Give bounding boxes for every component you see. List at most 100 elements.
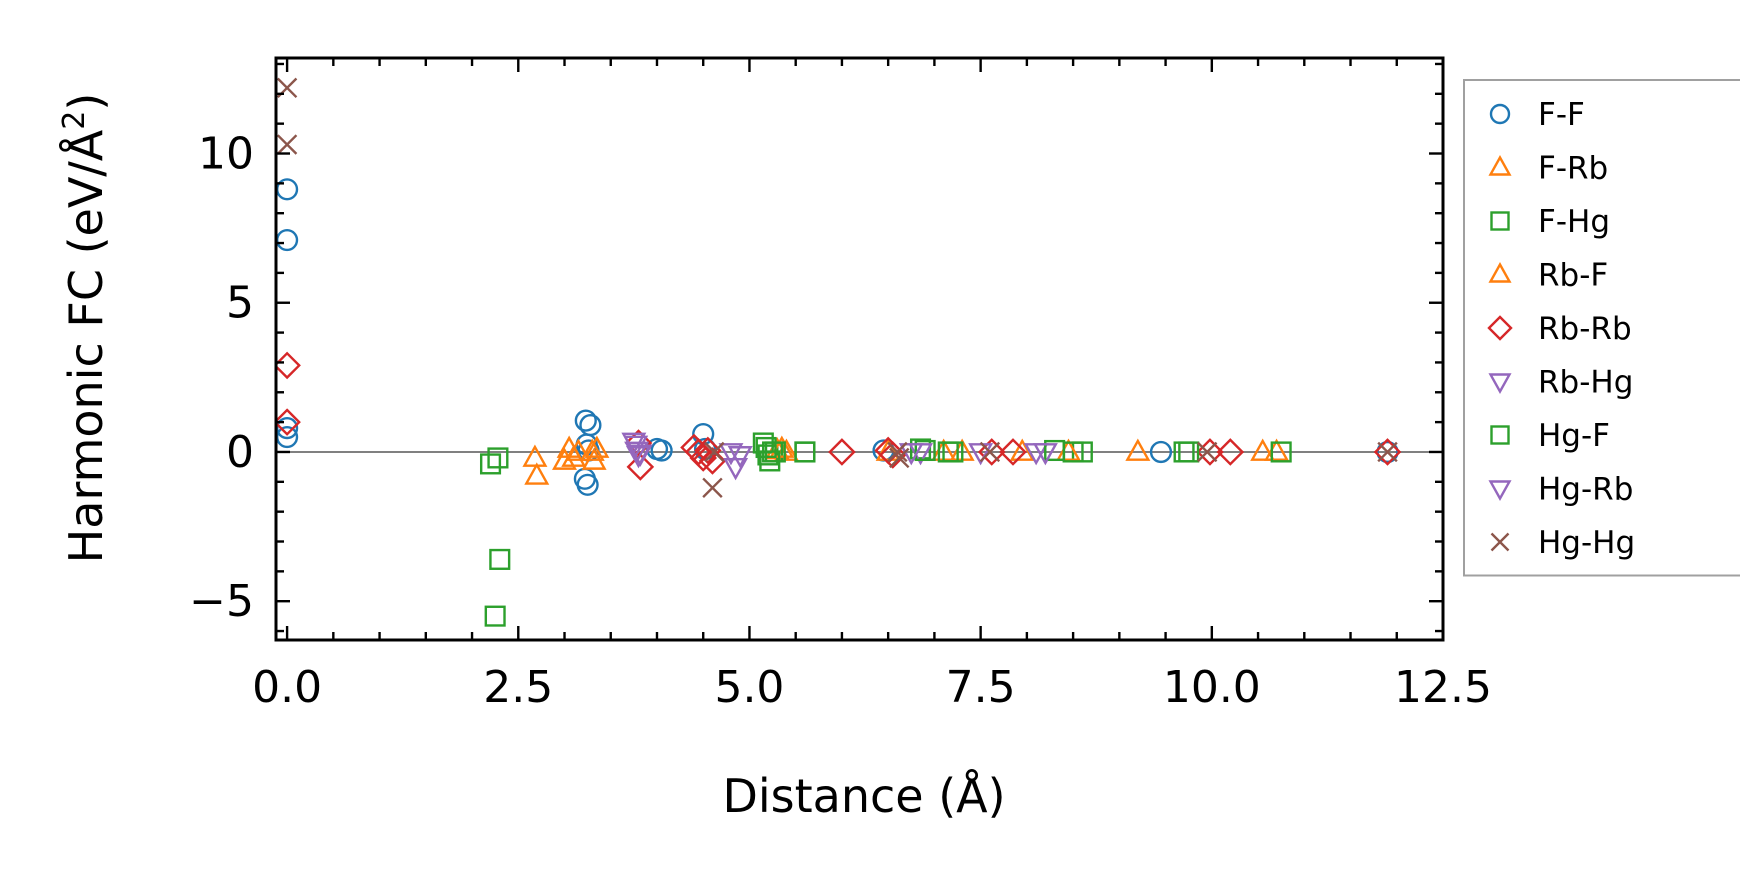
x-tick-label: 2.5 [483,662,553,713]
legend-marker [1490,532,1510,552]
data-point [565,438,591,461]
legend-label: Rb-Rb [1538,311,1632,347]
legend-marker [1488,155,1512,176]
legend-marker [1489,103,1511,125]
data-point [584,435,610,458]
x-tick-label: 10.0 [1163,662,1261,713]
legend-marker [1488,480,1512,501]
data-point [1125,438,1151,461]
y-tick-label: 5 [226,278,254,329]
data-point [942,441,964,463]
x-tick-label: 7.5 [946,662,1016,713]
data-point [479,453,502,475]
data-point [1149,440,1173,464]
data-point [828,438,856,466]
data-point [1032,443,1058,466]
data-point [276,134,298,155]
data-point [1377,441,1398,463]
data-point [1376,440,1399,464]
plot-area [276,58,1443,640]
legend-marker [1490,425,1510,445]
data-point [889,447,910,469]
legend-entry: Hg-Rb [1488,472,1633,508]
data-point [524,462,550,485]
data-point [977,438,1006,466]
data-point [579,438,605,461]
data-point [1373,438,1402,466]
y-axis-label-close: ) [59,93,113,111]
data-point [702,477,723,498]
x-tick-label: 0.0 [252,662,322,713]
legend-entry: Hg-F [1490,418,1610,454]
data-point [487,447,509,469]
data-point [887,441,908,463]
y-tick-label: 10 [198,129,254,180]
y-tick-label: 0 [226,427,254,478]
data-point [757,444,779,466]
data-point [626,453,655,481]
data-point [878,441,907,469]
legend-marker [1490,211,1510,231]
data-point [1216,438,1245,466]
legend-label: F-F [1538,97,1585,133]
legend-entry: Rb-Hg [1488,365,1633,401]
y-tick-label: −5 [189,576,254,627]
legend-entry: F-F [1489,97,1585,133]
data-point [1062,441,1084,463]
data-point [627,444,653,467]
legend-label: Rb-Hg [1538,365,1633,401]
y-axis-label-superscript: 2 [57,111,92,130]
data-point [1270,441,1292,463]
legend-entry: F-Rb [1488,151,1608,187]
data-point [727,446,753,469]
plot-background [276,58,1443,640]
x-tick-label: 12.5 [1394,662,1492,713]
data-point [764,441,786,463]
data-point [1009,438,1035,461]
axes: 0.0 2.5 5.0 7.5 10.0 12.5 −5 0 5 10 [189,56,1492,713]
legend-entry: F-Hg [1490,204,1610,240]
legend-label: Hg-Rb [1538,472,1633,508]
legend-marker [1488,373,1512,394]
data-point [794,441,816,463]
data-point [650,439,673,462]
data-points [276,77,1402,627]
legend-entry: Hg-Hg [1490,525,1635,561]
data-point [574,409,597,432]
legend-marker [1487,315,1513,341]
legend-marker [1488,262,1512,283]
legend-label: Hg-Hg [1538,525,1635,561]
y-axis-label: Harmonic FC (eV/Å2) [57,93,113,564]
data-point [489,548,511,570]
data-point [999,438,1027,466]
data-point [484,605,506,627]
legend-entry: Rb-F [1488,258,1608,294]
data-point [1178,441,1200,463]
data-point [1197,441,1218,463]
series-hg-f [755,436,1292,472]
data-point [694,436,722,465]
data-point [914,439,936,462]
data-point [704,441,725,463]
data-point [979,441,1001,463]
legend-label: F-Hg [1538,204,1610,240]
data-point [576,473,599,496]
x-tick-label: 5.0 [714,662,784,713]
legend-label: Hg-F [1538,418,1610,454]
y-axis-label-main: Harmonic FC (eV/Å [59,129,113,563]
series-rb-f [561,435,1290,467]
data-point [1250,438,1276,461]
legend-entry: Rb-Rb [1487,311,1632,347]
data-point [718,443,744,466]
x-axis-label: Distance (Å) [722,769,1005,823]
legend: F-F F-Rb F-Hg Rb-F Rb-Rb Rb-Hg Hg-F Hg-Rb Hg-Hg [1463,79,1740,577]
series-hg-hg [276,77,1398,498]
data-point [909,438,932,460]
axes-frame [274,56,1445,642]
data-point [522,444,548,467]
legend-label: F-Rb [1538,151,1608,187]
data-point [898,443,924,466]
legend-label: Rb-F [1538,258,1608,294]
data-point [276,408,301,436]
